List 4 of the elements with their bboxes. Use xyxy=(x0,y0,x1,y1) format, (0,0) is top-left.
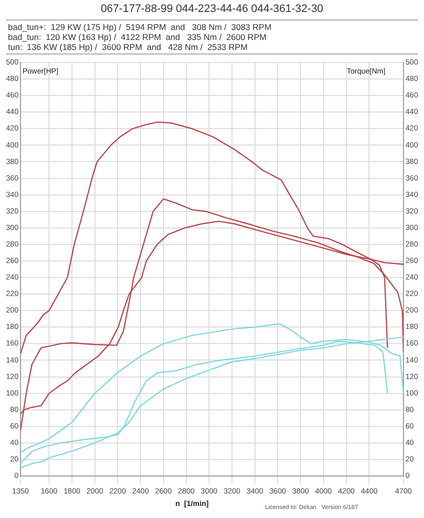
chart-title: 067-177-88-99 044-223-44-46 044-361-32-30 xyxy=(100,2,324,17)
text: tun: 136 KW (185 Hp) / 3600 RPM and 428 Nm / 2533 RPM xyxy=(8,42,249,52)
text: bad_tun: 120 KW (163 Hp) / 4122 RPM and 335 Nm / 2600 RPM xyxy=(8,32,268,42)
text: bad_tun+: 129 KW (175 Hp) / 5194 RPM and 308 Nm / 3083 RPM xyxy=(8,22,272,32)
